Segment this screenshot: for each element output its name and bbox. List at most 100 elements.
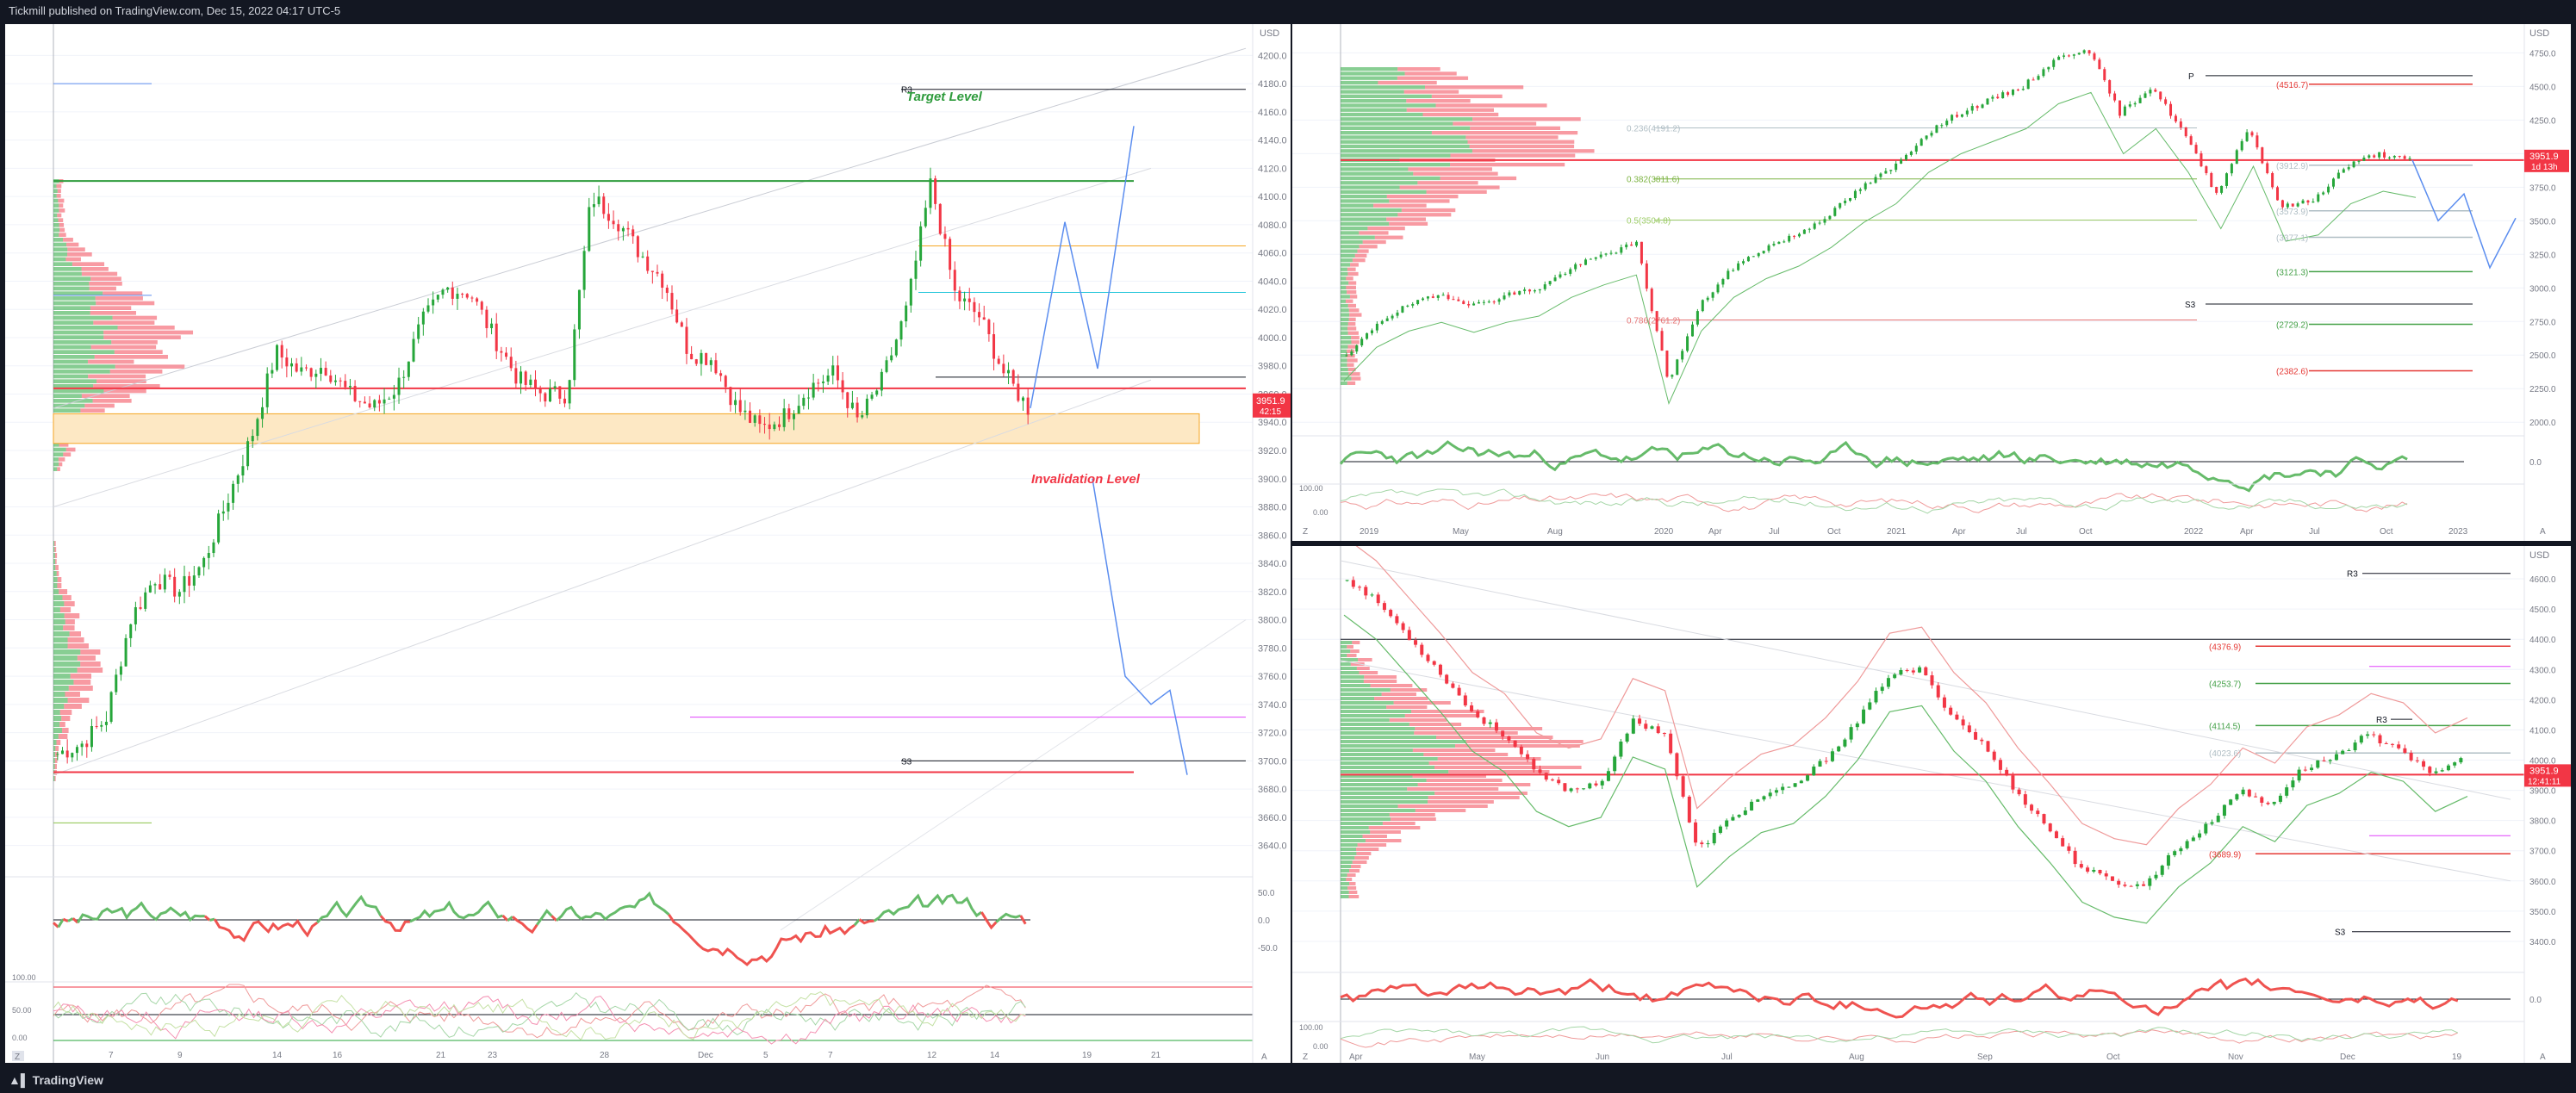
- profile-bar-buy: [53, 252, 68, 257]
- profile-bar-sell: [103, 291, 143, 295]
- profile-bar-buy: [1341, 645, 1347, 649]
- weekly-candle: [1447, 295, 1450, 300]
- daily-candle: [1638, 718, 1642, 724]
- hourly-candle: [520, 371, 523, 384]
- weekly-candle: [1853, 190, 1857, 199]
- profile-bar-buy: [1341, 345, 1348, 349]
- profile-bar-buy: [1341, 804, 1398, 808]
- profile-bar-sell: [1427, 800, 1494, 804]
- daily-candle: [2017, 789, 2021, 795]
- osc-line: [873, 893, 983, 922]
- daily-candle: [1550, 779, 1554, 781]
- hourly-chart[interactable]: R3 S3 USD 4200.0 4180.0 4160.0 4140.0 4120.0 41…: [5, 24, 1291, 1063]
- pivot-label: (4023.6): [2209, 749, 2241, 759]
- profile-bar-buy: [53, 740, 57, 745]
- profile-bar-sell: [57, 583, 62, 588]
- price-tick: 4500.0: [2529, 605, 2556, 615]
- daily-candle: [1687, 796, 1691, 823]
- daily-candle: [1924, 667, 1928, 676]
- profile-bar-buy: [1341, 94, 1432, 98]
- profile-bar-sell: [1349, 313, 1362, 317]
- hourly-candle: [134, 606, 137, 624]
- daily-chart-panel[interactable]: (4376.9) (4253.7) (4114.5) (4023.6) (3689.9)…: [1292, 546, 2571, 1063]
- hourly-candle: [159, 584, 162, 590]
- time-tick: May: [1453, 527, 1469, 537]
- profile-bar-sell: [64, 613, 80, 618]
- weekly-chart[interactable]: 0.236(4191.2) 0.382(3811.6) 0.5(3504.8) 0.7…: [1292, 24, 2571, 541]
- weekly-candle: [1783, 241, 1786, 243]
- corner-z-label: Z: [1303, 527, 1308, 537]
- hourly-candle: [168, 574, 171, 577]
- pivot-label: (4516.7): [2276, 81, 2308, 90]
- weekly-candle: [1925, 135, 1928, 140]
- price-tick: 3720.0: [1258, 729, 1287, 739]
- profile-bar-buy: [1341, 108, 1407, 112]
- weekly-candle: [2169, 103, 2173, 116]
- time-tick: Apr: [2240, 527, 2254, 537]
- weekly-candle: [1594, 257, 1597, 259]
- daily-chart[interactable]: (4376.9) (4253.7) (4114.5) (4023.6) (3689.9)…: [1292, 546, 2571, 1063]
- profile-bar-buy: [53, 457, 59, 462]
- price-tick: 3600.0: [2529, 878, 2556, 887]
- hourly-candle: [714, 360, 718, 374]
- profile-bar-buy: [1341, 117, 1473, 121]
- price-tick: 3880.0: [1258, 503, 1287, 513]
- hourly-candle: [197, 567, 201, 576]
- weekly-candle: [2317, 194, 2320, 202]
- weekly-candle: [1823, 219, 1826, 223]
- time-tick: 5: [763, 1051, 768, 1060]
- hourly-candle: [304, 367, 308, 369]
- weekly-candle: [2240, 140, 2243, 151]
- profile-bar-sell: [54, 758, 58, 763]
- daily-candle: [2154, 874, 2158, 879]
- profile-bar-buy: [53, 462, 59, 467]
- profile-bar-sell: [64, 704, 82, 709]
- hourly-candle: [992, 333, 996, 359]
- weekly-candle: [1681, 351, 1684, 360]
- weekly-candle: [2347, 167, 2350, 170]
- profile-bar-sell: [1404, 71, 1457, 76]
- weekly-candle: [2149, 90, 2152, 94]
- hourly-candle: [251, 436, 254, 442]
- daily-candle: [2166, 854, 2170, 866]
- daily-candle: [1519, 746, 1523, 755]
- profile-bar-buy: [1341, 856, 1355, 860]
- hourly-candle: [729, 387, 732, 406]
- daily-candle: [2378, 735, 2382, 743]
- hourly-chart-panel[interactable]: R3 S3 USD 4200.0 4180.0 4160.0 4140.0 4120.0 41…: [5, 24, 1291, 1063]
- hourly-candle: [894, 339, 898, 356]
- daily-candle: [1980, 739, 1984, 742]
- profile-bar-sell: [77, 668, 103, 673]
- profile-bar-buy: [1341, 839, 1366, 842]
- profile-bar-buy: [53, 374, 89, 379]
- daily-candle: [1781, 786, 1785, 791]
- profile-bar-sell: [114, 350, 163, 354]
- weekly-candle: [2118, 100, 2121, 116]
- profile-bar-buy: [53, 571, 57, 576]
- profile-bar-buy: [1341, 208, 1402, 213]
- profile-bar-sell: [117, 326, 175, 330]
- time-tick: Sep: [1977, 1053, 1993, 1062]
- daily-candle: [1501, 730, 1505, 737]
- daily-candle: [2422, 761, 2426, 767]
- weekly-chart-panel[interactable]: 0.236(4191.2) 0.382(3811.6) 0.5(3504.8) 0.7…: [1292, 24, 2571, 541]
- profile-bar-buy: [53, 384, 94, 388]
- hourly-candle: [276, 345, 279, 370]
- weekly-candle: [1615, 252, 1618, 254]
- hourly-candle: [865, 398, 868, 416]
- price-tick: 4500.0: [2529, 83, 2556, 92]
- profile-bar-buy: [1341, 697, 1375, 700]
- hourly-candle: [1022, 397, 1025, 401]
- time-tick: 9: [177, 1051, 183, 1060]
- hourly-candle: [246, 441, 250, 467]
- profile-bar-buy: [1341, 253, 1355, 258]
- price-tick: 4100.0: [2529, 726, 2556, 736]
- profile-bar-buy: [1341, 67, 1398, 71]
- price-tick: 2500.0: [2529, 351, 2556, 361]
- daily-candle: [2272, 801, 2276, 804]
- daily-candle: [1799, 780, 1803, 784]
- price-tick: 3500.0: [2529, 217, 2556, 227]
- weekly-candle: [1452, 299, 1455, 301]
- tradingview-logo[interactable]: ▲▌ TradingView: [9, 1073, 103, 1087]
- hourly-candle: [329, 375, 333, 382]
